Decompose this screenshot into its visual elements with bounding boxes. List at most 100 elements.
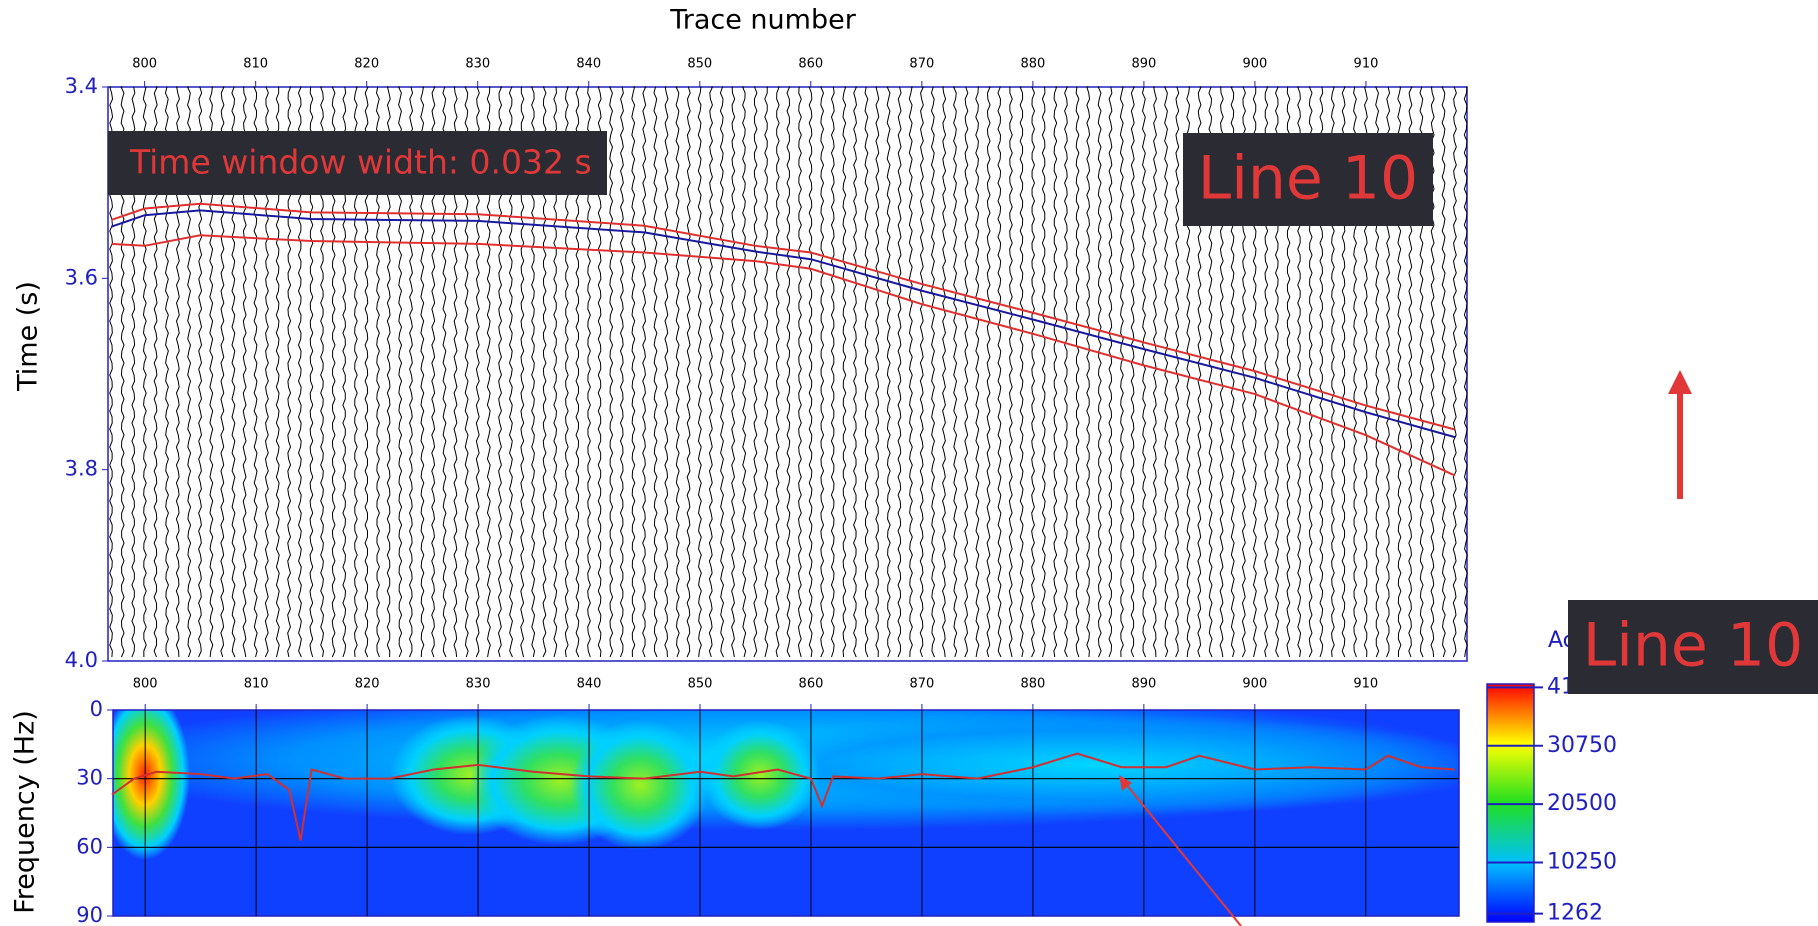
y-tick-label: 90 <box>76 903 103 926</box>
trace <box>908 86 913 658</box>
trace <box>775 86 780 658</box>
trace <box>853 86 858 658</box>
blob <box>700 715 1459 815</box>
trace <box>997 86 1002 658</box>
trace <box>1008 86 1013 658</box>
x-tick-label: 910 <box>1353 677 1378 692</box>
x-tick-label: 890 <box>1131 57 1156 72</box>
colorbar-tick-label: 1262 <box>1547 901 1603 926</box>
trace <box>675 86 680 658</box>
x-tick-label: 830 <box>465 57 490 72</box>
trace <box>686 86 691 658</box>
blob <box>570 720 710 850</box>
x-tick-label: 810 <box>244 677 269 692</box>
series-line <box>111 234 1456 477</box>
trace <box>820 86 825 658</box>
trace <box>1041 86 1046 658</box>
trace <box>764 86 769 658</box>
spectrogram-image <box>113 710 1459 916</box>
trace <box>1031 86 1036 658</box>
trace <box>653 86 658 658</box>
y-axis-title: Time (s) <box>13 281 44 392</box>
trace <box>719 86 725 658</box>
annotation-box <box>1568 600 1818 694</box>
y-tick-label: 3.8 <box>65 457 98 481</box>
annotation: Line 10 <box>1198 144 1418 214</box>
x-axis-title: Trace number <box>669 5 856 36</box>
annotation-box <box>1183 133 1433 226</box>
trace <box>786 86 791 658</box>
annotation-box <box>108 131 607 195</box>
trace <box>697 86 702 658</box>
x-tick-label: 900 <box>1243 57 1268 72</box>
x-tick-label: 870 <box>910 677 935 692</box>
x-tick-label: 880 <box>1020 677 1045 692</box>
y-axis-title: Frequency (Hz) <box>10 710 41 914</box>
trace <box>741 86 747 658</box>
trace <box>1175 86 1180 658</box>
trace <box>1141 86 1147 658</box>
trace <box>986 86 991 658</box>
x-tick-label: 820 <box>355 677 380 692</box>
trace <box>1441 86 1446 658</box>
x-tick-label: 800 <box>132 57 157 72</box>
annotation: Time window width: 0.032 s <box>129 143 592 182</box>
trace <box>1075 86 1080 658</box>
x-tick-label: 900 <box>1242 677 1267 692</box>
trace <box>642 86 647 658</box>
colorbar-tick-label: 10250 <box>1547 850 1617 875</box>
x-tick-label: 850 <box>688 677 713 692</box>
y-tick-label: 4.0 <box>65 648 98 672</box>
trace <box>808 86 813 658</box>
trace <box>964 86 969 658</box>
trace <box>1163 86 1169 658</box>
x-tick-label: 800 <box>133 677 158 692</box>
y-tick-label: 60 <box>76 834 103 858</box>
trace <box>1019 86 1024 658</box>
trace <box>1130 86 1135 658</box>
colorbar <box>1486 683 1535 923</box>
trace <box>664 86 669 658</box>
trace <box>1097 86 1102 658</box>
series-line <box>111 209 1456 439</box>
y-tick-label: 30 <box>76 766 103 790</box>
trace <box>952 86 958 658</box>
trace <box>886 86 891 658</box>
y-tick-label: 3.6 <box>65 265 98 289</box>
trace <box>830 86 835 658</box>
x-tick-label: 840 <box>577 677 602 692</box>
trace <box>619 86 624 658</box>
trace <box>1108 86 1113 658</box>
x-tick-label: 810 <box>243 57 268 72</box>
x-tick-label: 840 <box>576 57 601 72</box>
trace <box>975 86 980 658</box>
annotation: Line 10 <box>1583 611 1803 681</box>
x-tick-label: 820 <box>354 57 379 72</box>
pointer <box>1125 783 1242 926</box>
arrow-head <box>1668 370 1692 394</box>
spectrogram-frame <box>112 709 1460 917</box>
blob <box>700 720 820 830</box>
trace <box>919 86 925 658</box>
y-tick-label: 3.4 <box>65 74 98 98</box>
blob <box>113 710 190 860</box>
x-tick-label: 830 <box>466 677 491 692</box>
trace <box>1064 86 1069 658</box>
trace <box>608 86 614 658</box>
spectrogram-layer: 800 810 820 830 840 850 860 870 880 890 900 910 0 30 6… <box>76 677 1459 926</box>
trace <box>631 86 636 658</box>
colorbar-tick-label: 30750 <box>1547 733 1617 758</box>
trace <box>1463 86 1468 658</box>
x-tick-label: 850 <box>687 57 712 72</box>
pointer-head <box>1119 775 1132 791</box>
x-tick-label: 860 <box>799 677 824 692</box>
trace <box>1053 86 1058 658</box>
trace <box>842 86 847 658</box>
x-tick-label: 880 <box>1020 57 1045 72</box>
trace <box>1119 86 1124 658</box>
trace <box>864 86 869 658</box>
trace <box>930 86 936 658</box>
y-tick-label: 0 <box>90 697 103 721</box>
trace <box>941 86 947 658</box>
